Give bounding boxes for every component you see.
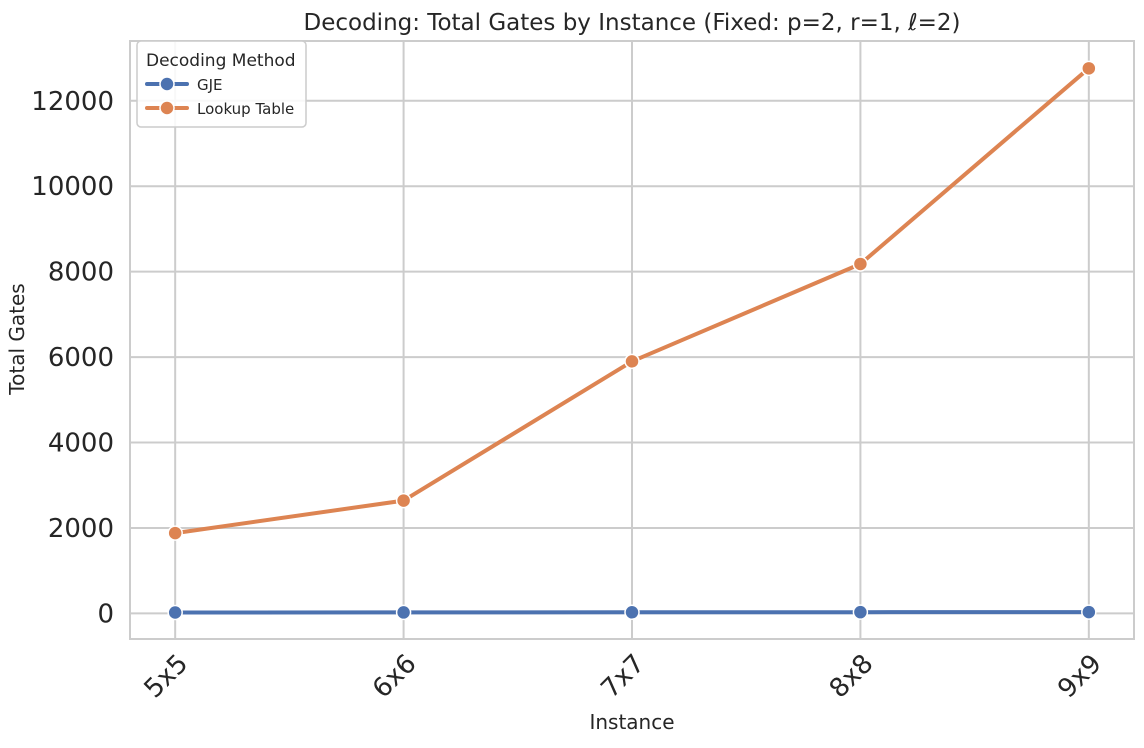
data-point-gje	[168, 606, 182, 620]
y-tick-label: 6000	[48, 343, 114, 373]
y-axis-ticks: 0 2000 4000 6000 8000 10000 12000	[31, 87, 114, 630]
data-point-gje	[853, 605, 867, 619]
legend-title: Decoding Method	[146, 51, 296, 71]
x-tick-label: 8x8	[824, 649, 879, 704]
x-tick-label: 9x9	[1052, 649, 1107, 704]
x-tick-label: 6x6	[367, 649, 422, 704]
x-tick-label: 7x7	[595, 649, 650, 704]
data-point-lookup-table	[1082, 61, 1096, 75]
legend-entry-gje: GJE	[197, 76, 223, 94]
y-axis-label: Total Gates	[5, 283, 29, 395]
legend: Decoding Method GJE Lookup Table	[137, 41, 306, 127]
gridlines	[130, 41, 1134, 639]
x-axis-label: Instance	[589, 710, 674, 734]
y-tick-label: 12000	[31, 87, 114, 117]
y-tick-label: 2000	[48, 514, 114, 544]
y-tick-label: 0	[97, 599, 114, 629]
x-tick-label: 5x5	[139, 649, 194, 704]
y-tick-label: 10000	[31, 172, 114, 202]
data-point-gje	[397, 605, 411, 619]
y-tick-label: 4000	[48, 429, 114, 459]
y-tick-label: 8000	[48, 258, 114, 288]
data-point-lookup-table	[625, 354, 639, 368]
legend-marker-dot-lookup-table	[160, 101, 174, 115]
data-point-lookup-table	[397, 494, 411, 508]
chart-title: Decoding: Total Gates by Instance (Fixed…	[304, 10, 961, 36]
data-point-gje	[625, 605, 639, 619]
legend-entry-lookup-table: Lookup Table	[197, 100, 294, 118]
data-point-gje	[1082, 605, 1096, 619]
data-point-lookup-table	[168, 526, 182, 540]
legend-marker-dot-gje	[160, 77, 174, 91]
x-axis-ticks: 5x5 6x6 7x7 8x8 9x9	[139, 649, 1108, 704]
data-point-lookup-table	[853, 257, 867, 271]
